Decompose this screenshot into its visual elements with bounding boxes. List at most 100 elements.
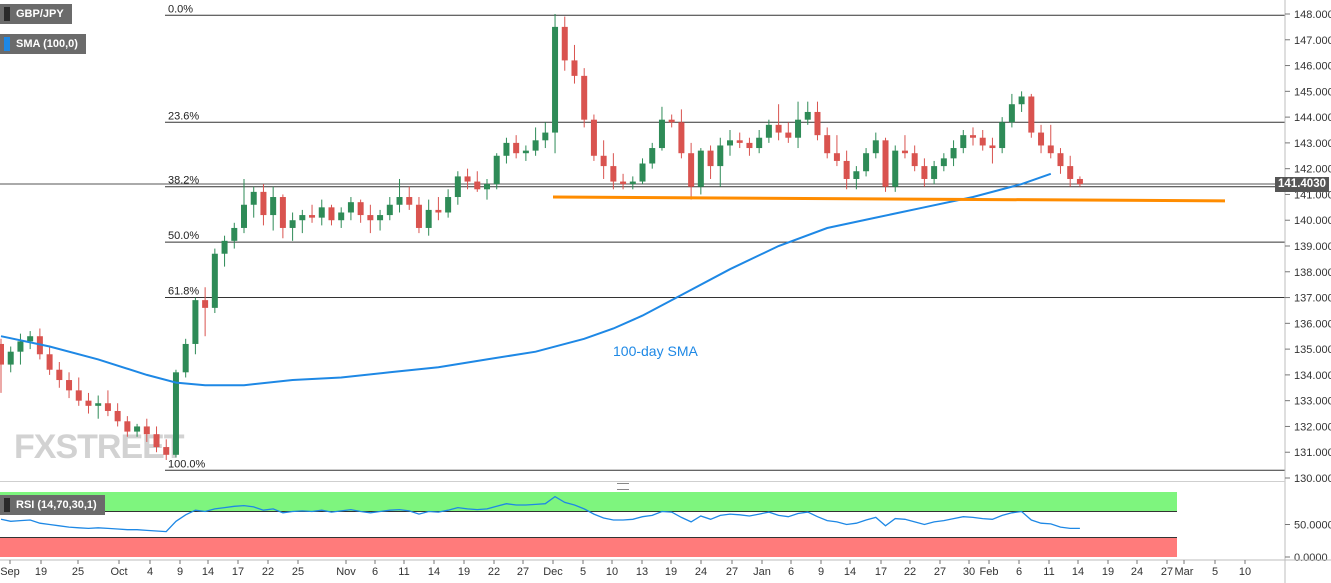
candle-body: [639, 163, 646, 182]
candle-body: [1047, 145, 1054, 154]
sma-swatch-icon: [4, 37, 10, 51]
fib-level-label: 100.0%: [168, 458, 206, 470]
date-tick-label: 27: [1161, 566, 1173, 578]
candle-body: [931, 166, 938, 179]
candle-body: [940, 158, 947, 167]
candle-body: [182, 343, 189, 373]
sma-annotation: 100-day SMA: [613, 343, 698, 359]
candle-body: [736, 140, 743, 143]
date-tick-label: 9: [177, 566, 183, 578]
legend-sma[interactable]: SMA (100,0): [0, 34, 86, 54]
price-tick-label: 130.0000: [1294, 473, 1331, 485]
rsi-swatch-icon: [4, 498, 10, 512]
price-tick-label: 139.0000: [1294, 241, 1331, 253]
candle-body: [192, 300, 199, 344]
candle-body: [697, 150, 704, 187]
candle-body: [435, 209, 442, 213]
price-tick-label: 142.0000: [1294, 164, 1331, 176]
candle-body: [950, 148, 957, 159]
candle-body: [493, 155, 500, 185]
candle-body: [1057, 153, 1064, 167]
date-tick-label: 14: [428, 566, 440, 578]
candle-body: [445, 197, 452, 213]
date-tick-label: Jan: [753, 566, 771, 578]
candle-body: [425, 209, 432, 228]
legend-rsi[interactable]: RSI (14,70,30,1): [0, 495, 105, 515]
candle-body: [95, 403, 102, 406]
candle-body: [921, 166, 928, 179]
date-tick-label: Mar: [1175, 566, 1194, 578]
rsi-line: [0, 495, 1080, 533]
date-tick-label: Dec: [543, 566, 563, 578]
candle-body: [629, 181, 636, 185]
date-tick-label: 10: [606, 566, 618, 578]
sma-100-line: [0, 172, 1052, 387]
candle-body: [66, 380, 73, 391]
fib-level-label: 38.2%: [168, 175, 199, 187]
candle-body: [318, 207, 325, 218]
date-tick-label: 6: [788, 566, 794, 578]
date-tick-label: Feb: [980, 566, 999, 578]
date-tick-label: Oct: [110, 566, 127, 578]
candle-body: [17, 341, 24, 352]
candle-body: [970, 135, 976, 138]
candle-body: [746, 142, 753, 149]
candle-body: [513, 142, 520, 154]
price-tick-label: 136.0000: [1294, 318, 1331, 330]
date-tick-label: 27: [726, 566, 738, 578]
fibonacci-levels: 0.0% 23.6% 38.2% 50.0% 61.8% 100.0%: [0, 3, 1285, 471]
price-tick-label: 131.0000: [1294, 447, 1331, 459]
date-tick-label: Sep: [0, 566, 20, 578]
candle-body: [7, 351, 14, 365]
date-tick-label: 24: [1131, 566, 1143, 578]
candle-body: [231, 227, 238, 241]
candle-body: [756, 137, 763, 149]
date-tick-label: 19: [35, 566, 47, 578]
candle-body: [824, 135, 831, 154]
candle-body: [882, 140, 889, 187]
date-tick-label: 6: [372, 566, 378, 578]
support-line: [552, 195, 1226, 203]
price-tick-label: 146.0000: [1294, 61, 1331, 73]
candle-body: [386, 204, 393, 216]
candle-body: [901, 150, 908, 154]
candle-body: [338, 212, 345, 221]
price-tick-label: 138.0000: [1294, 267, 1331, 279]
candle-body: [134, 426, 141, 432]
candle-body: [853, 171, 860, 179]
candle-body: [241, 204, 247, 228]
date-tick-label: 25: [72, 566, 84, 578]
candle-body: [1038, 132, 1045, 146]
candle-body: [843, 160, 850, 179]
date-tick-label: 10: [1239, 566, 1251, 578]
date-axis: Sep 19 25 Oct 4 9 14 17 22 25 Nov 6 11 14 19 22 27 Dec 5 10…: [0, 559, 1331, 578]
price-tick-label: 145.0000: [1294, 86, 1331, 98]
candle-body: [610, 166, 617, 182]
candle-body: [143, 426, 150, 435]
panel-resize-handle[interactable]: [617, 483, 629, 490]
date-tick-label: 17: [232, 566, 244, 578]
date-tick-label: 25: [292, 566, 304, 578]
candle-body: [85, 400, 92, 406]
candle-body: [202, 300, 209, 308]
candle-body: [454, 176, 461, 198]
candle-body: [590, 119, 597, 156]
candle-body: [1008, 104, 1015, 123]
candle-body: [785, 132, 792, 138]
price-tick-label: 147.0000: [1294, 35, 1331, 47]
candle-body: [571, 60, 578, 76]
candle-body: [163, 447, 170, 455]
date-tick-label: 22: [262, 566, 274, 578]
date-tick-label: 22: [904, 566, 916, 578]
candle-body: [532, 140, 539, 151]
candle-body: [658, 119, 665, 149]
price-tick-label: 137.0000: [1294, 293, 1331, 305]
candle-body: [279, 197, 286, 228]
candle-body: [600, 155, 607, 167]
candle-body: [415, 204, 422, 228]
candle-body: [717, 145, 724, 167]
date-tick-label: 14: [202, 566, 214, 578]
candle-body: [172, 372, 179, 455]
legend-pair[interactable]: GBP/JPY: [0, 4, 72, 24]
